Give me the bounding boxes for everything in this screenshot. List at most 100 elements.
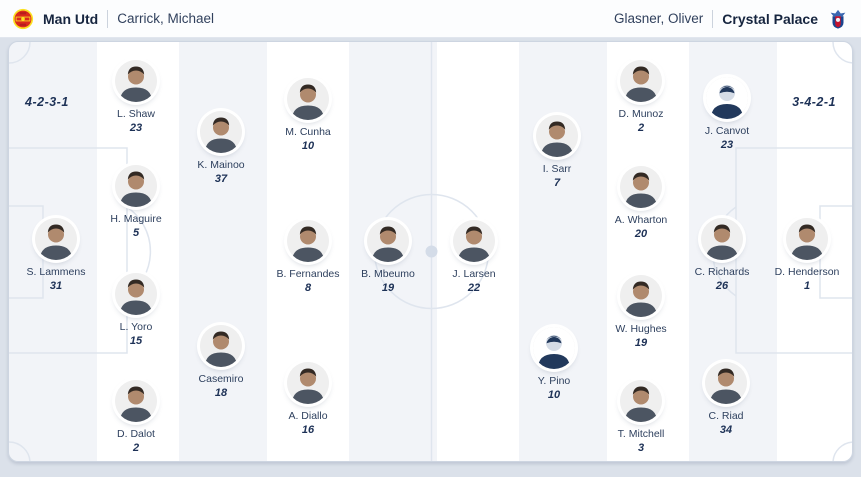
player-number: 3 <box>637 442 645 454</box>
player-home[interactable]: A. Diallo 16 <box>258 362 358 436</box>
player-number: 1 <box>803 280 811 292</box>
player-name: T. Mitchell <box>617 428 665 440</box>
player-avatar <box>453 220 495 262</box>
player-home[interactable]: B. Mbeumo 19 <box>338 220 438 294</box>
player-home[interactable]: M. Cunha 10 <box>258 78 358 152</box>
player-avatar <box>287 78 329 120</box>
player-avatar <box>115 165 157 207</box>
away-team-name[interactable]: Crystal Palace <box>722 10 818 27</box>
crystal-palace-crest-icon[interactable] <box>827 8 849 30</box>
player-number: 2 <box>637 122 645 134</box>
player-avatar <box>115 60 157 102</box>
player-avatar <box>200 325 242 367</box>
player-name: H. Maguire <box>110 213 162 225</box>
player-avatar <box>701 218 743 260</box>
home-team-header: Man Utd Carrick, Michael <box>12 8 214 30</box>
away-formation-label: 3-4-2-1 <box>792 95 836 109</box>
player-name: J. Larsen <box>452 268 496 280</box>
player-avatar <box>620 380 662 422</box>
player-away[interactable]: C. Richards 26 <box>672 218 772 292</box>
player-number: 31 <box>49 280 63 292</box>
player-name: J. Canvot <box>704 125 750 137</box>
player-home[interactable]: Casemiro 18 <box>171 325 271 399</box>
player-name: S. Lammens <box>26 266 86 278</box>
player-number: 8 <box>304 282 312 294</box>
player-name: D. Munoz <box>618 108 664 120</box>
player-name: A. Wharton <box>614 214 668 226</box>
player-avatar <box>287 220 329 262</box>
player-away[interactable]: D. Henderson 1 <box>757 218 852 292</box>
player-avatar <box>705 362 747 404</box>
player-number: 16 <box>301 424 315 436</box>
player-home[interactable]: K. Mainoo 37 <box>171 111 271 185</box>
player-number: 5 <box>132 227 140 239</box>
player-away[interactable]: A. Wharton 20 <box>591 166 691 240</box>
player-number: 7 <box>553 177 561 189</box>
player-avatar <box>620 166 662 208</box>
player-avatar <box>115 380 157 422</box>
home-manager-name[interactable]: Carrick, Michael <box>117 11 214 26</box>
player-home[interactable]: L. Shaw 23 <box>86 60 186 134</box>
player-number: 10 <box>301 140 315 152</box>
player-number: 2 <box>132 442 140 454</box>
player-number: 19 <box>634 337 648 349</box>
player-number: 26 <box>715 280 729 292</box>
player-avatar <box>620 60 662 102</box>
player-avatar <box>287 362 329 404</box>
player-away[interactable]: C. Riad 34 <box>676 362 776 436</box>
header-divider <box>712 9 714 28</box>
player-avatar <box>200 111 242 153</box>
player-home[interactable]: H. Maguire 5 <box>86 165 186 239</box>
header-divider <box>107 9 109 28</box>
player-name: B. Fernandes <box>276 268 340 280</box>
player-name: L. Yoro <box>119 321 153 333</box>
player-name: L. Shaw <box>117 108 155 120</box>
player-name: A. Diallo <box>288 410 328 422</box>
player-number: 22 <box>467 282 481 294</box>
player-name: D. Dalot <box>117 428 155 440</box>
player-away[interactable]: T. Mitchell 3 <box>591 380 691 454</box>
player-avatar <box>367 220 409 262</box>
player-away[interactable]: J. Larsen 22 <box>424 220 524 294</box>
player-home[interactable]: L. Yoro 15 <box>86 273 186 347</box>
player-name: M. Cunha <box>285 126 331 138</box>
man-utd-crest-icon[interactable] <box>12 8 34 30</box>
player-number: 34 <box>719 424 733 436</box>
player-away[interactable]: I. Sarr 7 <box>507 115 607 189</box>
player-avatar <box>786 218 828 260</box>
player-name: K. Mainoo <box>197 159 245 171</box>
match-header: Man Utd Carrick, Michael Glasner, Oliver… <box>0 0 861 38</box>
player-name: C. Richards <box>694 266 750 278</box>
player-home[interactable]: D. Dalot 2 <box>86 380 186 454</box>
player-name: C. Riad <box>708 410 744 422</box>
player-name: W. Hughes <box>615 323 667 335</box>
player-away[interactable]: Y. Pino 10 <box>504 327 604 401</box>
pitch: 4-2-3-1 3-4-2-1 S. Lammens 31 L. Shaw 23… <box>8 41 853 462</box>
player-home[interactable]: B. Fernandes 8 <box>258 220 358 294</box>
player-name: Y. Pino <box>537 375 571 387</box>
player-away[interactable]: D. Munoz 2 <box>591 60 691 134</box>
player-away[interactable]: J. Canvot 23 <box>677 77 777 151</box>
player-number: 10 <box>547 389 561 401</box>
player-avatar <box>706 77 748 119</box>
player-name: D. Henderson <box>774 266 840 278</box>
player-home[interactable]: S. Lammens 31 <box>9 218 106 292</box>
player-avatar <box>620 275 662 317</box>
player-name: B. Mbeumo <box>361 268 415 280</box>
away-team-header: Glasner, Oliver Crystal Palace <box>614 8 849 30</box>
player-number: 19 <box>381 282 395 294</box>
player-name: Casemiro <box>198 373 244 385</box>
player-avatar <box>536 115 578 157</box>
player-name: I. Sarr <box>542 163 572 175</box>
home-formation-label: 4-2-3-1 <box>25 95 69 109</box>
player-number: 37 <box>214 173 228 185</box>
away-manager-name[interactable]: Glasner, Oliver <box>613 11 704 26</box>
player-away[interactable]: W. Hughes 19 <box>591 275 691 349</box>
player-avatar <box>115 273 157 315</box>
player-number: 23 <box>720 139 734 151</box>
player-number: 18 <box>214 387 228 399</box>
player-number: 23 <box>129 122 143 134</box>
player-number: 20 <box>634 228 648 240</box>
home-team-name[interactable]: Man Utd <box>43 10 99 27</box>
